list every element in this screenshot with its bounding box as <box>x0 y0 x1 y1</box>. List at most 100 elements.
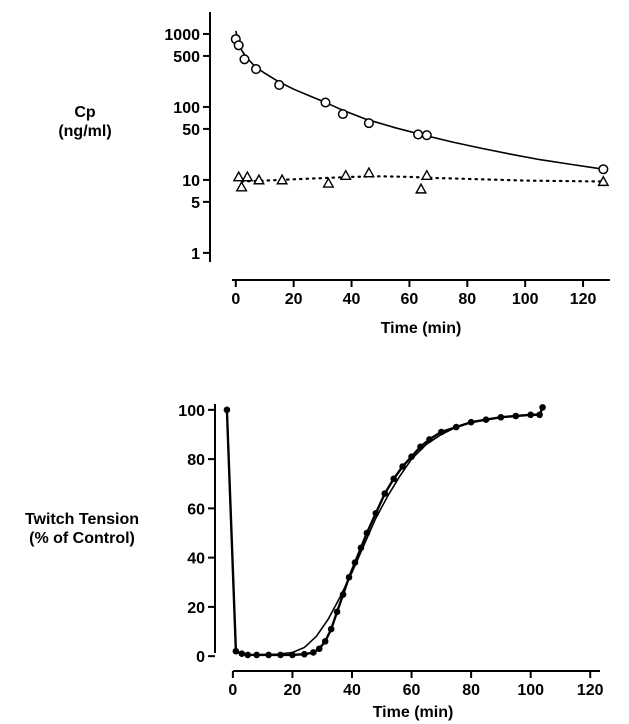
twitch-y-ticks: 0 20 40 60 80 100 <box>178 403 215 666</box>
cp-triangle-point <box>241 170 254 182</box>
cp-fit-lines <box>235 30 605 183</box>
twitch-observed-point <box>390 475 397 483</box>
twitch-observed-point <box>536 411 543 419</box>
cp-circle-point <box>239 54 250 65</box>
twitch-y-tick-label: 20 <box>187 600 205 617</box>
twitch-x-tick-label: 60 <box>403 682 421 699</box>
twitch-observed-point <box>539 404 546 411</box>
cp-solid-fit-line <box>235 30 604 170</box>
cp-y-tick-label: 1 <box>191 246 200 263</box>
twitch-observed-point <box>357 544 365 552</box>
twitch-observed-point <box>309 649 317 656</box>
cp-triangle-point <box>235 180 248 192</box>
twitch-observed-point <box>277 651 284 659</box>
twitch-observed-point <box>417 443 424 451</box>
cp-triangle-point <box>362 166 375 178</box>
cp-x-tick-label: 80 <box>458 291 476 308</box>
twitch-observed-point <box>238 650 246 657</box>
twitch-y-tick-label: 100 <box>178 403 205 420</box>
cp-x-tick-label: 60 <box>401 291 419 308</box>
cp-dotted-fit-line <box>240 175 605 183</box>
cp-circle-point <box>598 164 609 175</box>
twitch-y-tick-label: 40 <box>187 551 205 568</box>
cp-triangle-point <box>276 173 289 185</box>
cp-x-tick-label: 0 <box>231 291 240 308</box>
cp-x-tick-label: 120 <box>570 291 597 308</box>
twitch-data-points <box>223 404 546 659</box>
twitch-observed-point <box>381 490 389 497</box>
twitch-x-ticks: 0 20 40 60 80 100 120 <box>228 671 604 699</box>
cp-circle-point <box>320 97 331 108</box>
twitch-observed-point <box>333 608 341 616</box>
cp-y-label-line-2: (ng/ml) <box>58 123 111 140</box>
cp-circle-point <box>337 108 348 120</box>
cp-triangle-point <box>322 177 335 188</box>
cp-y-tick-label: 500 <box>173 49 200 66</box>
twitch-observed-point <box>339 591 347 598</box>
twitch-observed-point <box>351 559 359 566</box>
twitch-observed-point <box>345 574 353 581</box>
twitch-y-tick-label: 80 <box>187 452 205 469</box>
twitch-observed-point <box>327 625 335 633</box>
twitch-observed-point <box>372 509 380 517</box>
twitch-chart: 0 20 40 60 80 100 0 20 40 60 80 100 120 Twitch Tens… <box>25 403 604 721</box>
cp-y-tick-label: 100 <box>173 100 200 117</box>
twitch-observed-point <box>497 413 505 421</box>
cp-y-tick-label: 1000 <box>164 27 200 44</box>
cp-circle-point <box>413 129 424 140</box>
twitch-observed-point <box>452 423 460 431</box>
twitch-fit-lines <box>225 406 544 657</box>
twitch-x-tick-label: 20 <box>284 682 302 699</box>
twitch-x-tick-label: 100 <box>517 682 544 699</box>
cp-circle-point <box>233 40 244 51</box>
twitch-observed-point <box>232 647 240 655</box>
cp-circle-point <box>421 130 432 141</box>
cp-y-tick-label: 5 <box>191 195 200 212</box>
cp-triangle-point <box>415 182 427 194</box>
twitch-observed-point <box>265 651 272 659</box>
twitch-y-label-line-2: (% of Control) <box>29 530 135 547</box>
cp-y-tick-label: 50 <box>182 122 200 139</box>
twitch-y-tick-label: 0 <box>196 649 205 666</box>
cp-data-points <box>230 34 610 194</box>
twitch-y-label-line-1: Twitch Tension <box>25 511 139 528</box>
cp-triangle-point <box>597 175 610 187</box>
twitch-observed-point <box>244 651 252 659</box>
twitch-y-tick-label: 60 <box>187 501 205 518</box>
twitch-observed-point <box>426 436 433 443</box>
cp-chart: 1 5 10 50 100 500 1000 0 20 40 60 80 100 120 Cp (ng/… <box>58 12 610 337</box>
cp-circle-point <box>274 79 285 91</box>
twitch-x-tick-label: 0 <box>228 682 237 699</box>
twitch-observed-point <box>467 418 475 426</box>
cp-triangle-point <box>232 170 245 182</box>
twitch-observed-point <box>408 453 415 460</box>
cp-y-ticks: 1 5 10 50 100 500 1000 <box>164 27 210 263</box>
cp-triangle-point <box>339 169 352 181</box>
cp-x-tick-label: 100 <box>512 291 539 308</box>
cp-x-tick-label: 40 <box>343 291 361 308</box>
twitch-observed-point <box>289 651 296 659</box>
cp-triangle-point <box>252 173 265 185</box>
twitch-x-label: Time (min) <box>373 704 454 721</box>
twitch-x-tick-label: 80 <box>462 682 480 699</box>
cp-circle-point <box>250 64 262 75</box>
twitch-observed-point <box>363 529 371 537</box>
twitch-observed-point <box>512 412 520 420</box>
twitch-observed-point <box>315 645 323 653</box>
twitch-model-line <box>226 409 543 656</box>
twitch-observed-point <box>482 416 490 424</box>
twitch-observed-point <box>399 463 406 470</box>
twitch-observed-point <box>301 650 308 658</box>
cp-x-ticks: 0 20 40 60 80 100 120 <box>231 280 597 308</box>
cp-y-label-line-1: Cp <box>74 104 96 121</box>
twitch-x-tick-label: 120 <box>577 682 604 699</box>
twitch-observed-trace <box>225 406 544 657</box>
cp-x-tick-label: 20 <box>285 291 303 308</box>
twitch-observed-point <box>223 406 231 414</box>
cp-x-label: Time (min) <box>381 320 462 337</box>
twitch-observed-point <box>438 428 445 436</box>
cp-circle-point <box>363 118 374 129</box>
cp-y-tick-label: 10 <box>182 173 200 190</box>
twitch-observed-point <box>527 411 534 419</box>
